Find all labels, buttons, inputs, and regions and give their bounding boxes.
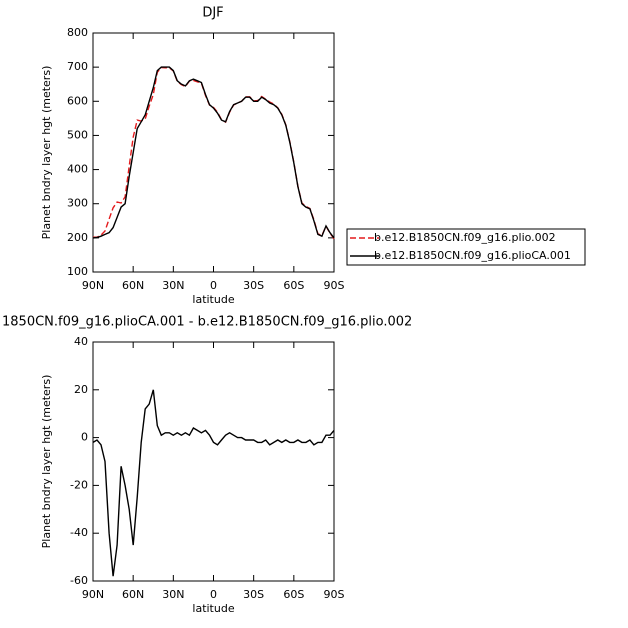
y-tick-label: 400 [67, 163, 88, 176]
y-tick-label: 100 [67, 265, 88, 278]
x-tick-label: 30N [162, 279, 184, 292]
y-tick-label: -40 [70, 526, 88, 539]
x-tick-label: 60N [122, 588, 144, 601]
y-tick-label: 800 [67, 26, 88, 39]
data-line [92, 66, 335, 239]
y-axis-label: Planet bndry layer hgt (meters) [40, 375, 53, 549]
x-tick-label: 60S [283, 588, 304, 601]
x-tick-label: 30S [243, 279, 264, 292]
x-tick-label: 90N [82, 588, 104, 601]
x-tick-label: 60N [122, 279, 144, 292]
data-line [93, 66, 335, 240]
x-tick-label: 30N [162, 588, 184, 601]
legend-label: b.e12.B1850CN.f09_g16.plioCA.001 [374, 249, 571, 262]
x-tick-label: 0 [210, 588, 217, 601]
x-tick-label: 0 [210, 279, 217, 292]
x-tick-label: 90S [324, 588, 345, 601]
y-tick-label: 700 [67, 60, 88, 73]
x-axis-label: latitude [192, 602, 234, 615]
legend-label: b.e12.B1850CN.f09_g16.plio.002 [374, 231, 556, 244]
x-tick-label: 90N [82, 279, 104, 292]
x-tick-label: 60S [283, 279, 304, 292]
plot-frame [92, 32, 335, 273]
y-tick-label: -60 [70, 574, 88, 587]
y-tick-label: 0 [81, 431, 88, 444]
x-axis-label: latitude [192, 293, 234, 306]
y-axis-label: Planet bndry layer hgt (meters) [40, 66, 53, 240]
x-tick-label: 90S [324, 279, 345, 292]
data-line [92, 389, 335, 577]
y-tick-label: 20 [74, 383, 88, 396]
y-tick-label: 500 [67, 128, 88, 141]
y-tick-label: -20 [70, 478, 88, 491]
chart-title: DJF [202, 6, 223, 21]
plot-frame [92, 341, 335, 582]
y-tick-label: 300 [67, 197, 88, 210]
x-tick-label: 30S [243, 588, 264, 601]
legend-box [346, 228, 586, 266]
y-tick-label: 200 [67, 231, 88, 244]
chart-title: 1850CN.f09_g16.plioCA.001 - b.e12.B1850C… [2, 315, 412, 330]
y-tick-label: 600 [67, 94, 88, 107]
y-tick-label: 40 [74, 335, 88, 348]
